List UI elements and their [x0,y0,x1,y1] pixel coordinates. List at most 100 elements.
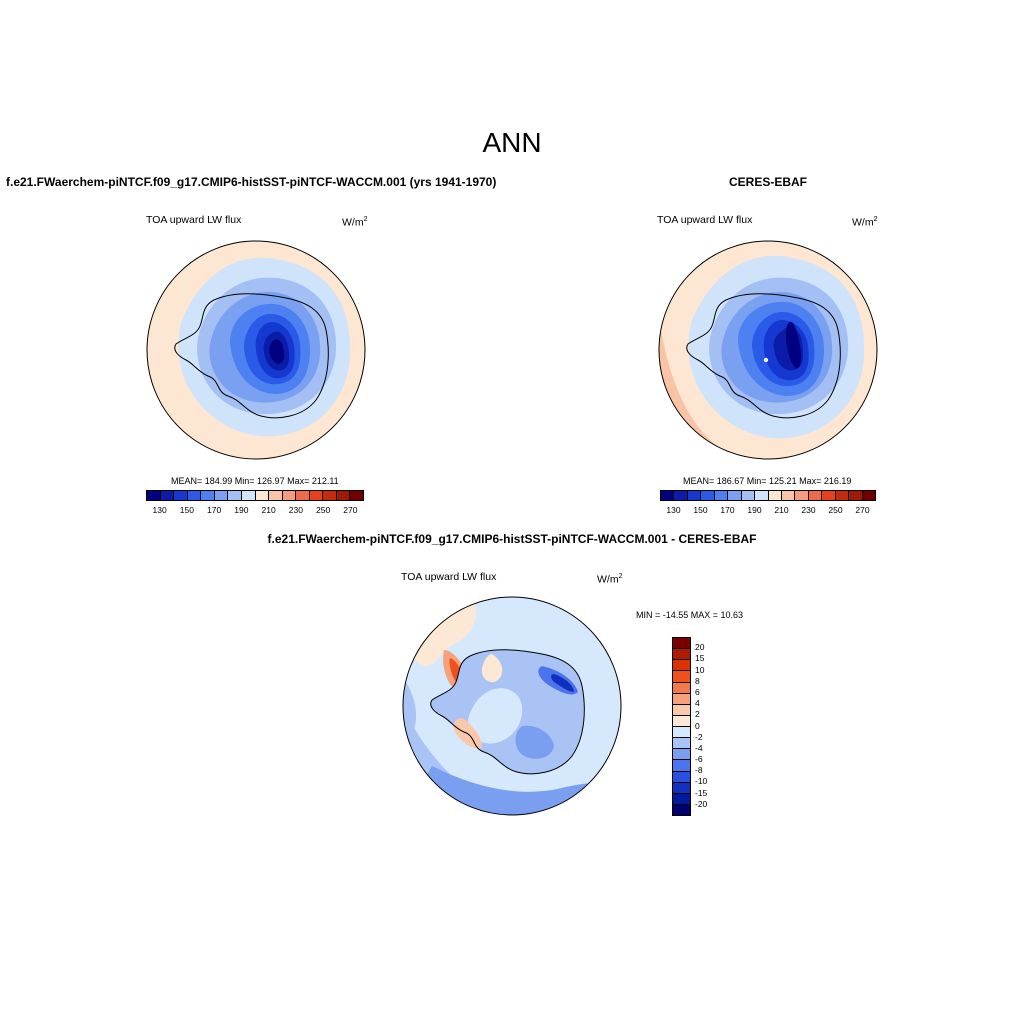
colorbar-tick-label: 130 [152,505,167,515]
panel1-colorbar-ticks: 130 150 170 190 210 230 250 270 [146,505,364,517]
colorbar-tick-label: -20 [695,798,708,809]
colorbar-tick-label: 210 [261,505,276,515]
panel2-variable-label: TOA upward LW flux [657,214,753,226]
colorbar-tick-label: 20 [695,642,705,653]
colorbar-tick-label: -6 [695,754,703,765]
panel3-colorbar [672,637,691,816]
colorbar-swatch [228,491,242,500]
colorbar-swatch [350,491,363,500]
colorbar-swatch [673,727,690,739]
colorbar-swatch [673,782,690,794]
colorbar-tick-label: -10 [695,776,708,787]
colorbar-swatch [673,704,690,716]
colorbar-swatch [714,491,729,500]
colorbar-swatch [701,491,715,500]
panel2-polar-map [658,240,878,460]
colorbar-tick-label: 190 [234,505,249,515]
colorbar-swatch [687,491,702,500]
panel3-stats: MIN = -14.55 MAX = 10.63 [636,610,744,620]
colorbar-tick-label: 230 [288,505,303,515]
colorbar-swatch [187,491,202,500]
colorbar-swatch [214,491,229,500]
panel3-colorbar-ticks: 20 15 10 8 6 4 2 0 -2 -4 -6 -8 -10 -15 -20 [695,637,725,816]
main-title: ANN [482,127,542,158]
colorbar-tick-label: 230 [801,505,816,515]
colorbar-tick-label: 15 [695,653,705,664]
colorbar-swatch [849,491,863,500]
colorbar-tick-label: 270 [343,505,358,515]
colorbar-swatch [323,491,337,500]
panel1-case-title: f.e21.FWaerchem-piNTCF.f09_g17.CMIP6-his… [6,175,497,189]
colorbar-swatch [160,491,175,500]
colorbar-tick-label: 4 [695,698,700,709]
panel3-variable-label: TOA upward LW flux [401,571,497,583]
colorbar-swatch [309,491,324,500]
colorbar-swatch [755,491,769,500]
colorbar-swatch [673,649,690,661]
colorbar-swatch [795,491,809,500]
colorbar-tick-label: 170 [720,505,735,515]
colorbar-swatch [673,738,690,750]
colorbar-swatch [741,491,756,500]
panel3-case-title: f.e21.FWaerchem-piNTCF.f09_g17.CMIP6-his… [267,532,757,546]
panel2-colorbar-ticks: 130 150 170 190 210 230 250 270 [660,505,876,517]
colorbar-swatch [201,491,215,500]
colorbar-swatch [674,491,688,500]
panel1-polar-map [146,240,366,460]
colorbar-tick-label: 150 [693,505,708,515]
colorbar-swatch [673,804,690,815]
colorbar-tick-label: 210 [774,505,789,515]
colorbar-swatch [673,693,690,705]
colorbar-tick-label: 2 [695,709,700,720]
colorbar-tick-label: -2 [695,731,703,742]
colorbar-tick-label: 190 [747,505,762,515]
colorbar-tick-label: 0 [695,720,700,731]
colorbar-tick-label: -15 [695,787,708,798]
colorbar-swatch [673,682,690,694]
colorbar-tick-label: 10 [695,664,705,675]
panel3-units-label: W/m2 [597,573,623,586]
colorbar-swatch [808,491,823,500]
colorbar-swatch [728,491,742,500]
colorbar-swatch [781,491,796,500]
colorbar-tick-label: 6 [695,686,700,697]
colorbar-swatch [241,491,256,500]
colorbar-swatch [835,491,850,500]
colorbar-swatch [673,793,690,805]
colorbar-swatch [822,491,836,500]
colorbar-tick-label: 250 [828,505,843,515]
colorbar-swatch [255,491,270,500]
colorbar-swatch [862,491,875,500]
colorbar-swatch [673,660,690,672]
colorbar-swatch [661,491,675,500]
colorbar-swatch [673,715,690,727]
colorbar-swatch [673,749,690,761]
panel2-units-label: W/m2 [852,216,878,229]
colorbar-swatch [269,491,283,500]
panel2-colorbar [660,490,876,501]
colorbar-swatch [673,771,690,783]
colorbar-tick-label: -8 [695,765,703,776]
colorbar-swatch [336,491,351,500]
colorbar-tick-label: 250 [316,505,331,515]
colorbar-swatch [673,638,690,650]
colorbar-tick-label: 150 [179,505,194,515]
colorbar-swatch [768,491,782,500]
panel1-stats: MEAN= 184.99 Min= 126.97 Max= 212.11 [171,476,339,486]
panel2-stats: MEAN= 186.67 Min= 125.21 Max= 216.19 [683,476,852,486]
colorbar-swatch [147,491,161,500]
colorbar-swatch [296,491,310,500]
colorbar-swatch [673,671,690,683]
panel1-colorbar [146,490,364,501]
panel3-polar-map [402,596,622,816]
colorbar-tick-label: -4 [695,742,703,753]
colorbar-swatch [673,760,690,772]
panel1-units-label: W/m2 [342,216,368,229]
colorbar-tick-label: 170 [207,505,222,515]
colorbar-tick-label: 130 [666,505,681,515]
colorbar-swatch [282,491,297,500]
colorbar-tick-label: 8 [695,675,700,686]
colorbar-swatch [174,491,188,500]
colorbar-tick-label: 270 [855,505,870,515]
panel1-variable-label: TOA upward LW flux [146,214,242,226]
